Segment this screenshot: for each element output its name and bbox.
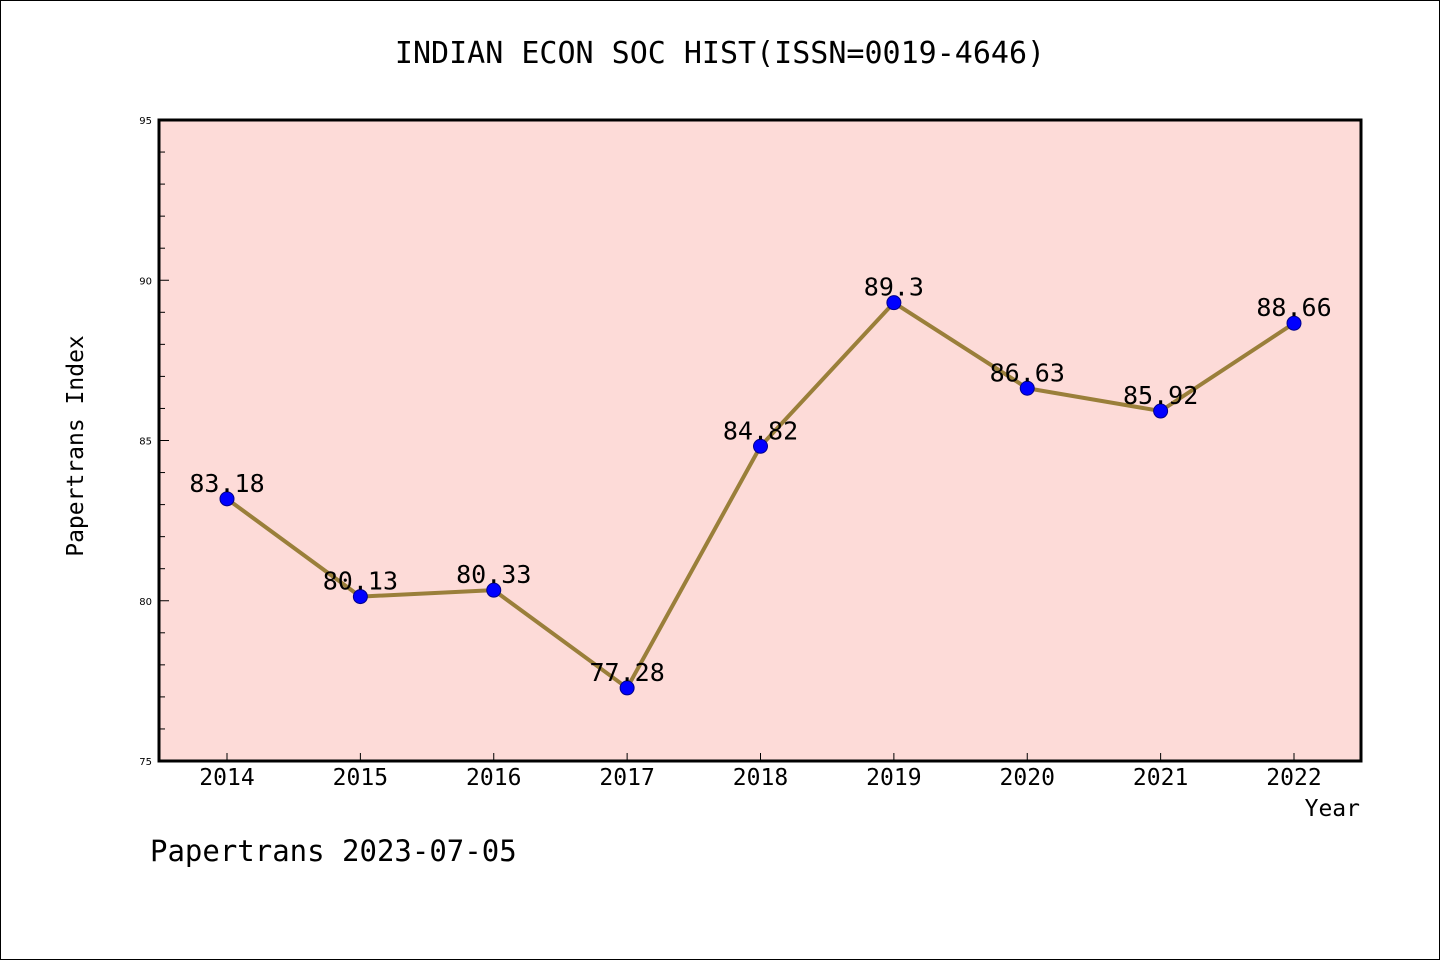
data-label: 83.18 [189, 469, 264, 498]
data-label: 80.33 [456, 560, 531, 589]
data-point-marker [219, 491, 235, 507]
data-label: 85.92 [1123, 381, 1198, 410]
data-point-marker [352, 589, 368, 605]
y-tick-label: 90 [139, 276, 152, 287]
plot-border [157, 118, 1363, 763]
y-tick-label: 80 [139, 597, 152, 608]
data-label: 80.13 [323, 567, 398, 596]
x-tick-label: 2014 [199, 765, 254, 791]
data-label: 88.66 [1256, 293, 1331, 322]
data-point-marker [886, 295, 902, 311]
data-point-marker [486, 582, 502, 598]
data-point-marker [619, 680, 635, 696]
data-label: 77.28 [589, 658, 664, 687]
data-point-marker [1286, 315, 1302, 331]
data-label: 86.63 [990, 358, 1065, 387]
x-tick-label: 2018 [733, 765, 788, 791]
data-label: 84.82 [723, 416, 798, 445]
x-tick-label: 2020 [1000, 765, 1055, 791]
data-point-marker [1153, 403, 1169, 419]
x-tick-label: 2016 [466, 765, 521, 791]
x-tick-label: 2019 [866, 765, 921, 791]
data-point-marker [753, 438, 768, 454]
x-axis-title: Year [1304, 796, 1360, 822]
y-tick-label: 75 [139, 757, 152, 768]
data-point-marker [1019, 380, 1035, 396]
x-tick-label: 2021 [1133, 765, 1188, 791]
chart-title: INDIAN ECON SOC HIST(ISSN=0019-4646) [394, 36, 1046, 71]
y-tick-label: 85 [139, 437, 152, 448]
y-tick-label: 95 [139, 116, 152, 127]
footer-credit: Papertrans 2023-07-05 [150, 834, 517, 868]
x-tick-label: 2022 [1266, 765, 1321, 791]
x-tick-label: 2017 [599, 765, 654, 791]
data-label: 89.3 [864, 273, 924, 302]
x-tick-label: 2015 [333, 765, 388, 791]
